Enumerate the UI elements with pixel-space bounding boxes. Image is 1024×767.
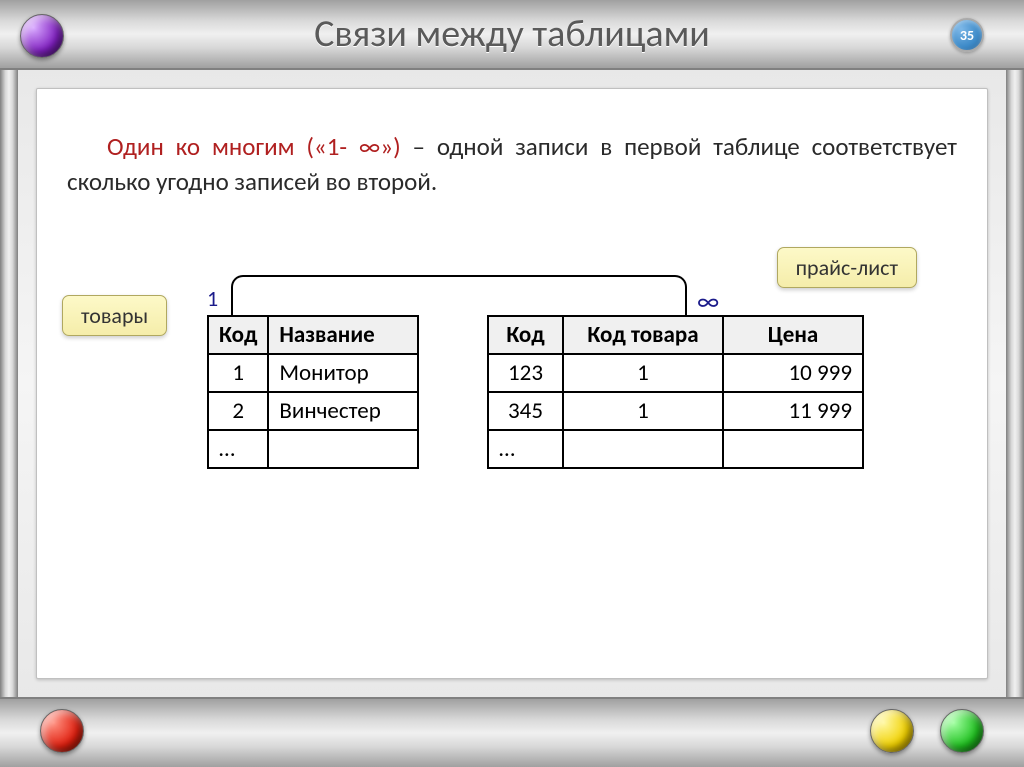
table-pricelist: Код Код товара Цена 123 1 10 999 345 1 1…: [487, 315, 864, 469]
table-cell: 345: [488, 392, 563, 430]
table-cell: [723, 430, 863, 468]
table-header: Код: [208, 316, 268, 354]
table-row: 345 1 11 999: [488, 392, 863, 430]
table-cell: 10 999: [723, 354, 863, 392]
left-frame-bar: [0, 70, 18, 697]
table-header: Цена: [723, 316, 863, 354]
relationship-diagram: товары прайс-лист 1 ∞ Код Название 1 Мон…: [67, 269, 957, 529]
table-row: Код Код товара Цена: [488, 316, 863, 354]
table-cell: 11 999: [723, 392, 863, 430]
tag-goods: товары: [62, 295, 167, 336]
right-frame-bar: [1006, 70, 1024, 697]
relation-label-one: 1: [207, 285, 218, 312]
table-cell: [563, 430, 723, 468]
table-header: Код товара: [563, 316, 723, 354]
table-cell: [268, 430, 418, 468]
orb-yellow-icon: [870, 709, 914, 753]
table-cell: 1: [563, 392, 723, 430]
page-number-badge: 35: [950, 18, 984, 52]
tag-pricelist: прайс-лист: [777, 247, 917, 288]
table-row: Код Название: [208, 316, 418, 354]
relation-label-many: ∞: [697, 285, 719, 317]
orb-green-icon: [940, 709, 984, 753]
table-cell: 2: [208, 392, 268, 430]
orb-red-icon: [40, 709, 84, 753]
table-row: 2 Винчестер: [208, 392, 418, 430]
content-panel: Один ко многим («1- ∞») – одной записи в…: [36, 88, 988, 679]
table-cell: …: [488, 430, 563, 468]
table-header: Код: [488, 316, 563, 354]
description-highlight: Один ко многим («1- ∞»): [107, 131, 401, 162]
relation-connector: [231, 275, 687, 315]
slide-title: Связи между таблицами: [314, 11, 710, 57]
table-cell: Винчестер: [268, 392, 418, 430]
table-row: 123 1 10 999: [488, 354, 863, 392]
orb-purple-icon: [20, 14, 64, 58]
table-row: …: [488, 430, 863, 468]
table-cell: …: [208, 430, 268, 468]
table-goods: Код Название 1 Монитор 2 Винчестер …: [207, 315, 419, 469]
table-cell: 1: [563, 354, 723, 392]
table-header: Название: [268, 316, 418, 354]
table-cell: 1: [208, 354, 268, 392]
table-cell: Монитор: [268, 354, 418, 392]
description-text: Один ко многим («1- ∞») – одной записи в…: [67, 129, 957, 199]
top-bar: Связи между таблицами: [0, 0, 1024, 70]
table-row: 1 Монитор: [208, 354, 418, 392]
table-cell: 123: [488, 354, 563, 392]
table-row: …: [208, 430, 418, 468]
